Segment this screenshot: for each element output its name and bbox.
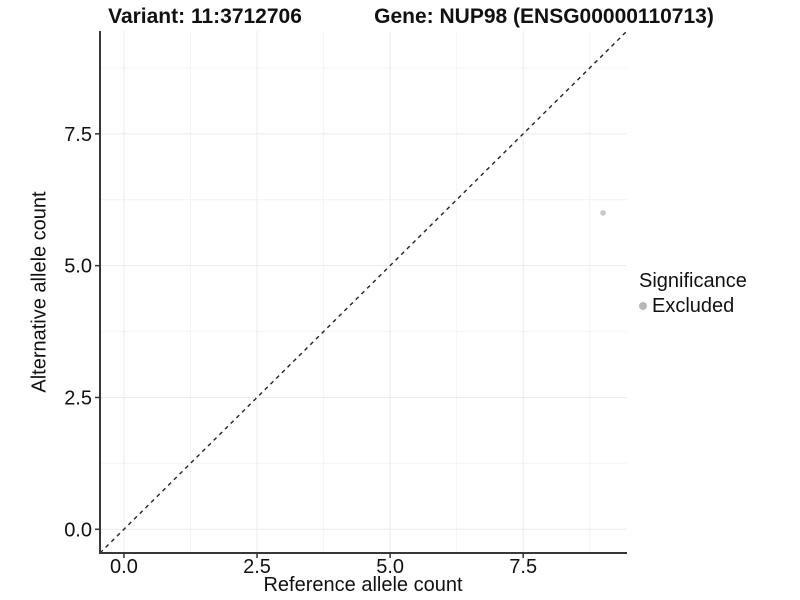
x-axis-title: Reference allele count — [263, 574, 463, 596]
legend-title: Significance — [639, 270, 747, 292]
svg-text:5.0: 5.0 — [376, 556, 404, 578]
legend-item-label: Excluded — [652, 295, 735, 317]
svg-text:5.0: 5.0 — [64, 256, 92, 278]
svg-text:0.0: 0.0 — [110, 556, 138, 578]
legend-point-icon — [639, 302, 647, 310]
gene-title: Gene: NUP98 (ENSG00000110713) — [374, 5, 714, 28]
data-point — [600, 210, 606, 216]
svg-text:2.5: 2.5 — [243, 556, 271, 578]
variant-title: Variant: 11:3712706 — [108, 5, 302, 28]
svg-text:7.5: 7.5 — [64, 124, 92, 146]
svg-text:2.5: 2.5 — [64, 387, 92, 409]
y-axis-title: Alternative allele count — [28, 191, 51, 393]
svg-text:0.0: 0.0 — [64, 519, 92, 541]
svg-text:7.5: 7.5 — [509, 556, 537, 578]
legend-item-excluded: Excluded — [639, 295, 747, 317]
legend: Significance Excluded — [639, 270, 747, 317]
